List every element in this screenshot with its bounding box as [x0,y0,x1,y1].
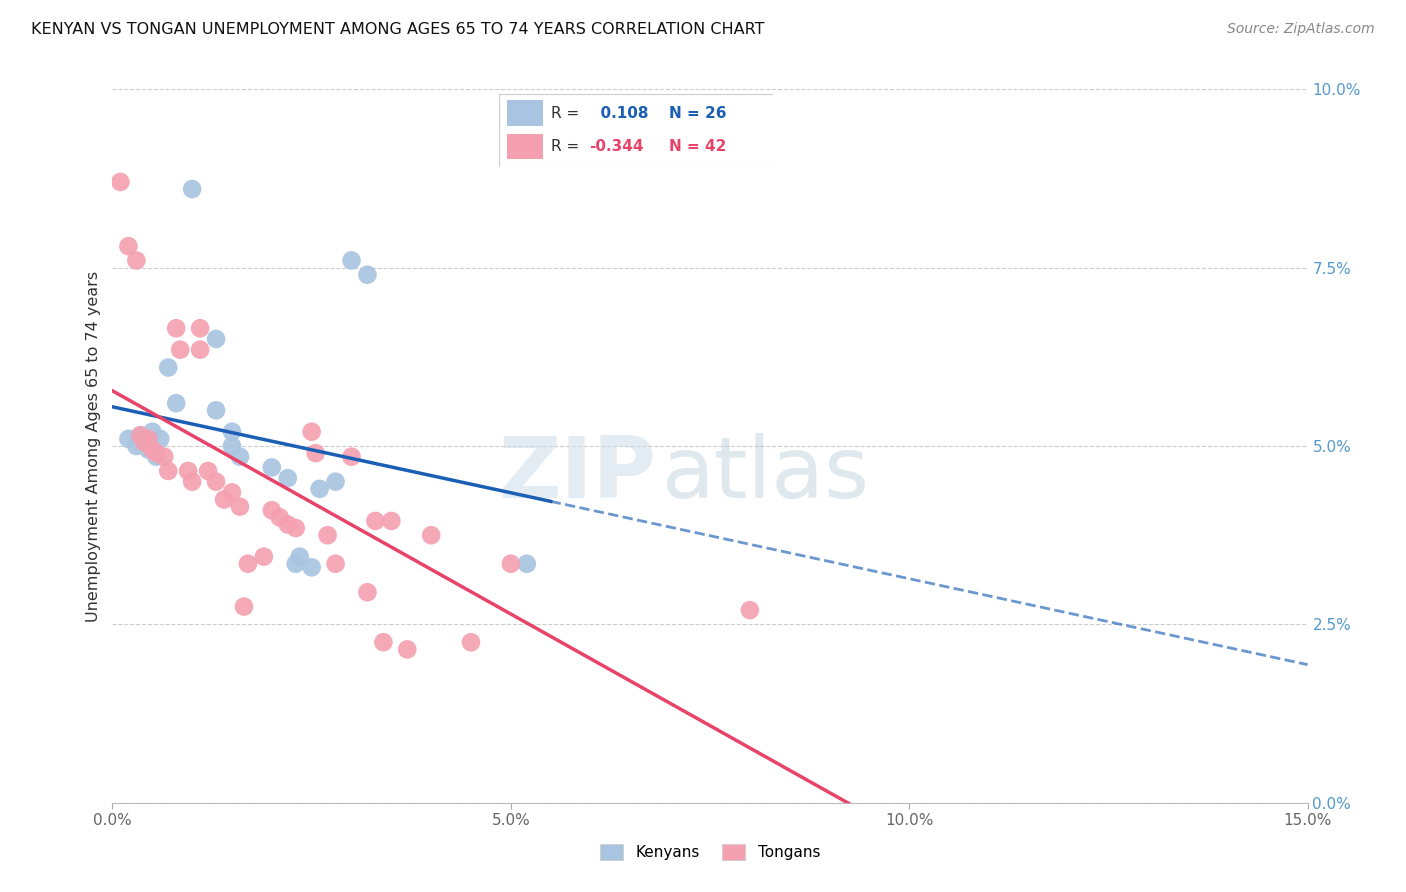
Point [221,485,243,500]
Point [420,528,443,542]
Point [181,475,204,489]
Text: R =: R = [551,139,579,154]
Point [356,585,378,599]
Point [181,182,204,196]
Point [177,464,200,478]
Point [134,435,156,450]
Text: R =: R = [551,105,579,120]
Point [205,332,228,346]
Point [169,343,191,357]
Point [129,428,152,442]
Text: N = 26: N = 26 [669,105,727,120]
Point [153,450,176,464]
Point [110,175,132,189]
Point [129,428,152,442]
Point [134,435,156,450]
Point [325,557,347,571]
Y-axis label: Unemployment Among Ages 65 to 74 years: Unemployment Among Ages 65 to 74 years [86,270,101,622]
Point [260,503,283,517]
Point [516,557,538,571]
Point [260,460,283,475]
Point [277,471,299,485]
Point [396,642,419,657]
Point [301,560,323,574]
Point [305,446,328,460]
Point [141,442,163,457]
Point [284,557,307,571]
Point [301,425,323,439]
Point [499,557,522,571]
Point [229,450,252,464]
Point [138,442,160,457]
Point [157,464,180,478]
Point [288,549,311,564]
Bar [508,134,543,160]
Point [188,343,211,357]
Point [188,321,211,335]
Point [236,557,259,571]
Point [738,603,761,617]
Point [325,475,347,489]
Point [145,446,167,460]
Text: Source: ZipAtlas.com: Source: ZipAtlas.com [1227,22,1375,37]
Point [157,360,180,375]
Point [221,425,243,439]
Text: ZIP: ZIP [499,433,657,516]
Point [149,432,172,446]
Point [316,528,339,542]
Bar [508,100,543,126]
Point [125,439,148,453]
Point [117,432,139,446]
Point [221,439,243,453]
Point [340,253,363,268]
Point [165,396,187,410]
Point [356,268,378,282]
Text: 0.108: 0.108 [589,105,648,120]
Point [373,635,395,649]
Point [205,475,228,489]
Point [205,403,228,417]
Text: -0.344: -0.344 [589,139,644,154]
Text: N = 42: N = 42 [669,139,727,154]
Point [380,514,402,528]
Point [269,510,291,524]
Point [141,425,163,439]
Text: atlas: atlas [662,433,870,516]
Point [340,450,363,464]
Point [364,514,387,528]
Point [145,450,167,464]
Point [125,253,148,268]
Point [229,500,252,514]
Point [253,549,276,564]
Text: KENYAN VS TONGAN UNEMPLOYMENT AMONG AGES 65 TO 74 YEARS CORRELATION CHART: KENYAN VS TONGAN UNEMPLOYMENT AMONG AGES… [31,22,765,37]
Point [277,517,299,532]
Point [165,321,187,335]
Point [284,521,307,535]
Point [197,464,219,478]
Point [233,599,256,614]
Point [117,239,139,253]
Legend: Kenyans, Tongans: Kenyans, Tongans [593,838,827,866]
Point [460,635,482,649]
Point [212,492,235,507]
Point [308,482,330,496]
Point [138,432,160,446]
